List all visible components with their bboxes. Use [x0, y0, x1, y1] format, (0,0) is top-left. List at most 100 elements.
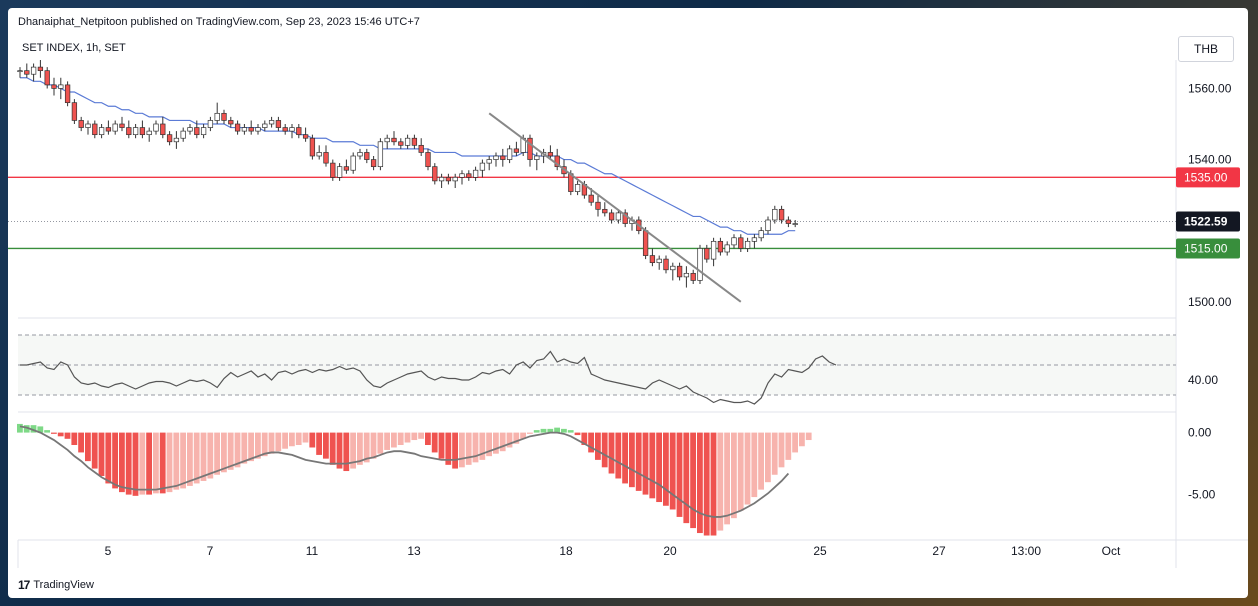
macd-histogram-bar: [710, 432, 717, 536]
macd-histogram-bar: [105, 432, 112, 484]
macd-histogram-bar: [397, 432, 404, 445]
candle: [160, 123, 166, 136]
macd-histogram-bar: [567, 430, 574, 433]
candle: [486, 159, 492, 164]
macd-histogram-bar: [438, 432, 445, 459]
candle: [534, 155, 540, 160]
candle: [608, 212, 615, 221]
macd-histogram-bar: [520, 432, 526, 439]
macd-tick-label: -5.00: [1188, 488, 1216, 502]
candle: [58, 84, 64, 89]
macd-histogram-bar: [744, 432, 751, 505]
macd-histogram-bar: [119, 432, 125, 493]
candle: [282, 127, 288, 132]
macd-histogram-bar: [533, 430, 540, 433]
candle: [792, 223, 798, 225]
candle: [758, 230, 764, 239]
candle: [547, 152, 554, 157]
currency-button[interactable]: THB: [1178, 36, 1234, 62]
macd-histogram-bar: [425, 432, 431, 445]
rsi-tick-label: 40.00: [1188, 373, 1218, 387]
macd-histogram-bar: [731, 432, 737, 519]
candle: [622, 212, 628, 224]
time-tick-label: 5: [105, 544, 112, 558]
symbol-legend[interactable]: SET INDEX, 1h, SET: [22, 42, 126, 54]
macd-histogram-bar: [363, 432, 370, 463]
candle: [64, 84, 71, 104]
time-tick-label: 13: [407, 544, 421, 558]
candle: [302, 134, 309, 139]
time-tick-label: 27: [932, 544, 946, 558]
candle: [71, 102, 78, 121]
candle: [731, 237, 737, 246]
candle: [588, 194, 594, 203]
macd-histogram-bar: [459, 432, 465, 468]
candle: [221, 112, 227, 121]
macd-histogram-bar: [248, 432, 254, 462]
macd-histogram-bar: [697, 432, 703, 534]
candle: [24, 70, 30, 75]
candle: [411, 137, 418, 146]
time-tick-label: 18: [559, 544, 573, 558]
candle: [527, 137, 533, 160]
candle: [187, 127, 193, 132]
macd-histogram-bar: [125, 432, 132, 495]
candle: [513, 148, 520, 153]
macd-histogram-bar: [302, 432, 309, 443]
macd-histogram-bar: [724, 432, 730, 525]
macd-histogram-bar: [336, 432, 343, 469]
macd-histogram-bar: [676, 432, 683, 517]
candle: [85, 123, 91, 128]
candle: [724, 244, 730, 253]
candle: [316, 152, 322, 157]
macd-histogram-bar: [289, 432, 295, 447]
candle: [323, 152, 329, 164]
macd-histogram-bar: [445, 432, 452, 465]
macd-histogram-bar: [44, 430, 50, 433]
macd-histogram-bar: [785, 432, 792, 460]
footer-brand[interactable]: 17 TradingView: [18, 578, 94, 592]
candle: [357, 152, 363, 157]
macd-histogram-bar: [37, 426, 44, 433]
candle: [710, 240, 717, 260]
macd-histogram-bar: [751, 432, 758, 498]
macd-histogram-bar: [581, 432, 588, 445]
candle: [268, 120, 275, 125]
candle: [506, 148, 513, 160]
candle: [602, 208, 608, 214]
candle: [194, 127, 200, 136]
macd-histogram-bar: [663, 432, 669, 506]
candle: [425, 152, 431, 168]
candle: [289, 127, 295, 132]
candle: [479, 162, 486, 171]
candle: [228, 120, 234, 125]
candle: [738, 237, 744, 249]
footer-brand-label: TradingView: [33, 579, 94, 591]
macd-histogram-bar: [112, 432, 118, 489]
macd-histogram-bar: [574, 432, 581, 436]
candle: [248, 127, 254, 132]
candle: [255, 127, 261, 132]
candle: [717, 240, 724, 253]
macd-histogram-bar: [547, 428, 554, 433]
candle: [785, 219, 792, 224]
macd-histogram-bar: [690, 432, 696, 529]
macd-histogram-bar: [493, 432, 499, 454]
macd-histogram-bar: [323, 432, 329, 459]
candle: [704, 248, 710, 260]
candle: [445, 176, 452, 182]
macd-histogram-bar: [282, 432, 288, 449]
macd-histogram-bar: [404, 432, 411, 443]
macd-histogram-bar: [166, 432, 173, 493]
macd-histogram-bar: [78, 432, 84, 453]
macd-histogram-bar: [357, 432, 363, 465]
macd-histogram-bar: [765, 432, 771, 483]
macd-histogram-bar: [350, 432, 356, 469]
candle: [146, 130, 152, 136]
candle: [418, 144, 424, 153]
macd-histogram-bar: [737, 432, 744, 511]
macd-histogram-bar: [554, 427, 560, 433]
chart-svg[interactable]: 1560.00 1540.00 1500.00 1535.00 1515.00 1522.…: [8, 8, 1248, 598]
macd-histogram-bar: [799, 432, 805, 447]
candle: [166, 134, 173, 143]
